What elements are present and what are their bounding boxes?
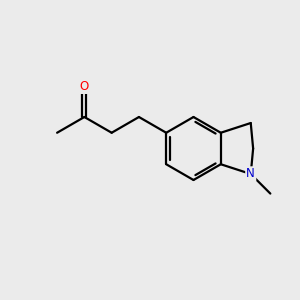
Text: O: O [80, 80, 89, 93]
Text: N: N [246, 167, 255, 181]
